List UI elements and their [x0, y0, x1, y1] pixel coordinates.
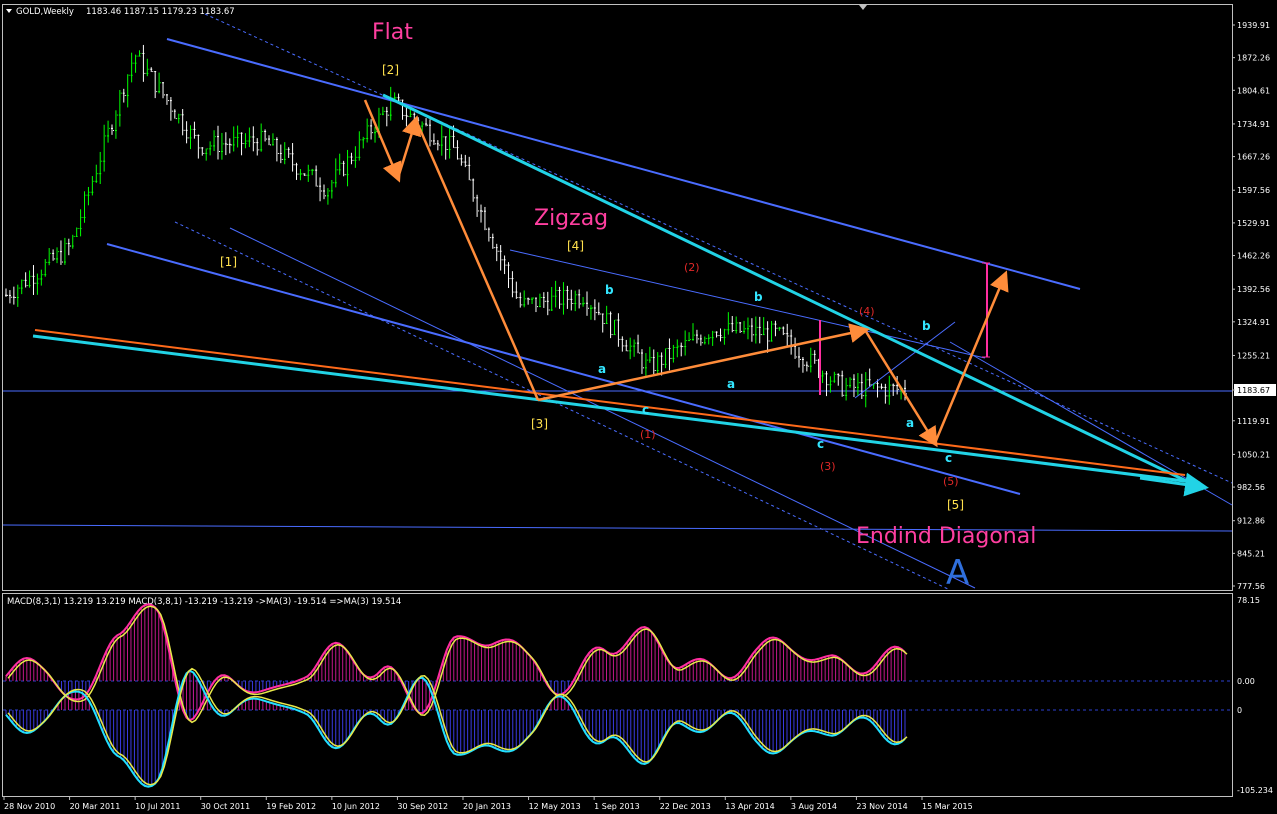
x-tick-label: 28 Nov 2010 [4, 802, 55, 811]
wave-labels: [1] [2] [3] [4] [5] (1) (2) (3) (4) (5) … [220, 63, 964, 512]
dashed-channel-line [204, 13, 1233, 484]
scroll-triangle-icon[interactable] [859, 5, 867, 10]
minor-b-1: b [605, 283, 614, 297]
x-tick-label: 1 Sep 2013 [594, 802, 640, 811]
wave-label-3: [3] [531, 417, 548, 431]
minor-c-2: c [817, 437, 824, 451]
x-tick-label: 30 Oct 2011 [201, 802, 250, 811]
y-tick-label: 1050.21 [1237, 450, 1270, 459]
macd-histogram [5, 604, 906, 787]
x-tick-label: 10 Jul 2011 [135, 802, 180, 811]
diagonal-lower-cyan [32, 334, 1201, 485]
y-tick-label: 1597.56 [1237, 186, 1270, 195]
x-tick-label: 3 Aug 2014 [791, 802, 837, 811]
impulse-down-arrow [414, 119, 540, 401]
x-tick-label: 20 Mar 2011 [70, 802, 121, 811]
y-tick-label: 1392.56 [1237, 285, 1270, 294]
macd-panel-frame [2, 593, 1233, 797]
y-tick-label: 1872.26 [1237, 54, 1270, 63]
x-tick-label: 22 Dec 2013 [660, 802, 711, 811]
subwave-label-3: (3) [820, 460, 836, 473]
y-tick-label: 1255.21 [1237, 351, 1270, 360]
macd-signal-b [7, 667, 908, 786]
lower-channel-line [106, 243, 1021, 495]
diagonal-upper-cyan [382, 93, 1204, 491]
time-axis: 28 Nov 2010 20 Mar 2011 10 Jul 2011 30 Oct … [3, 797, 973, 811]
minor-b-3: b [922, 319, 931, 333]
macd-lines [5, 603, 908, 788]
x-tick-label: 30 Sep 2012 [397, 802, 448, 811]
macd-y-tick-label: 78.15 [1237, 596, 1260, 605]
x-tick-label: 19 Feb 2012 [266, 802, 316, 811]
chart-header-symbol: GOLD,Weekly [16, 7, 74, 17]
x-tick-label: 23 Nov 2014 [856, 802, 907, 811]
y-tick-label: 982.56 [1237, 483, 1265, 492]
y-tick-label: 1529.91 [1237, 219, 1270, 228]
macd-y-tick-label: -105.234 [1237, 786, 1273, 795]
x-tick-label: 15 Mar 2015 [922, 802, 973, 811]
subwave-label-5: (5) [943, 475, 959, 488]
y-tick-label: 845.21 [1237, 549, 1265, 558]
projection-up-arrow [933, 270, 1009, 444]
flat-arrow-up [396, 115, 422, 179]
subwave-label-1: (1) [640, 428, 656, 441]
y-tick-label: 1183.67 [1237, 386, 1270, 395]
macd-y-tick-label: 0 [1237, 706, 1242, 715]
support-orange-line [34, 329, 1186, 476]
price-axis: 1939.91 1872.26 1804.61 1734.91 1667.26 1597.… [1232, 21, 1276, 591]
dashed-lower-line [174, 221, 951, 591]
x-tick-label: 12 May 2013 [529, 802, 581, 811]
zigzag-up-arrow [537, 323, 870, 402]
y-tick-label: 777.56 [1237, 582, 1265, 591]
wave-path [363, 99, 1009, 448]
subwave-label-2: (2) [684, 261, 700, 274]
label-ending-diagonal: Endind Diagonal [856, 524, 1036, 549]
wave-b-line [854, 321, 956, 399]
x-tick-label: 20 Jan 2013 [463, 802, 511, 811]
wave-label-2: [2] [382, 63, 399, 77]
label-big-a: A [946, 553, 969, 593]
macd-header: MACD(8,3,1) 13.219 13.219 MACD(3,8,1) -1… [7, 597, 401, 607]
y-tick-label: 1734.91 [1237, 120, 1270, 129]
minor-a-2: a [727, 377, 735, 391]
minor-a-1: a [598, 362, 606, 376]
wave-label-5: [5] [947, 498, 964, 512]
x-tick-label: 10 Jun 2012 [332, 802, 380, 811]
y-tick-label: 912.86 [1237, 517, 1265, 526]
price-panel-frame [2, 4, 1233, 591]
subwave-label-4: (4) [859, 305, 875, 318]
minor-c-1: c [642, 403, 649, 417]
y-tick-label: 1939.91 [1237, 21, 1270, 30]
x-tick-label: 13 Apr 2014 [725, 802, 774, 811]
label-flat: Flat [372, 20, 413, 45]
macd-line-b [5, 669, 906, 788]
horizontal-level-line [2, 524, 1233, 532]
minor-c-3: c [945, 451, 952, 465]
flat-arrow [363, 99, 402, 183]
current-price-tag [1234, 383, 1276, 396]
wave4-line [509, 249, 986, 359]
upper-channel-line [166, 38, 1081, 290]
wave5-down-arrow [863, 329, 938, 448]
candles-layer [5, 44, 907, 408]
chart-header-ohlc: 1183.46 1187.15 1179.23 1183.67 [86, 7, 235, 17]
menu-triangle-icon[interactable] [6, 9, 12, 13]
y-tick-label: 1462.26 [1237, 252, 1270, 261]
macd-axis: 78.15 0.00 0 -105.234 [1237, 596, 1273, 795]
minor-b-2: b [754, 290, 763, 304]
y-tick-label: 1324.91 [1237, 318, 1270, 327]
wave-label-4: [4] [567, 239, 584, 253]
wave-label-1: [1] [220, 255, 237, 269]
y-tick-label: 1804.61 [1237, 86, 1270, 95]
label-zigzag: Zigzag [534, 206, 608, 231]
macd-signal-a [7, 605, 908, 724]
minor-a-3: a [906, 416, 914, 430]
y-tick-label: 1667.26 [1237, 153, 1270, 162]
target-cyan-arrow [1139, 472, 1209, 497]
macd-y-tick-label: 0.00 [1237, 677, 1255, 686]
y-tick-label: 1119.91 [1237, 417, 1270, 426]
macd-line-a [5, 603, 906, 722]
trend-lines [32, 13, 1233, 591]
